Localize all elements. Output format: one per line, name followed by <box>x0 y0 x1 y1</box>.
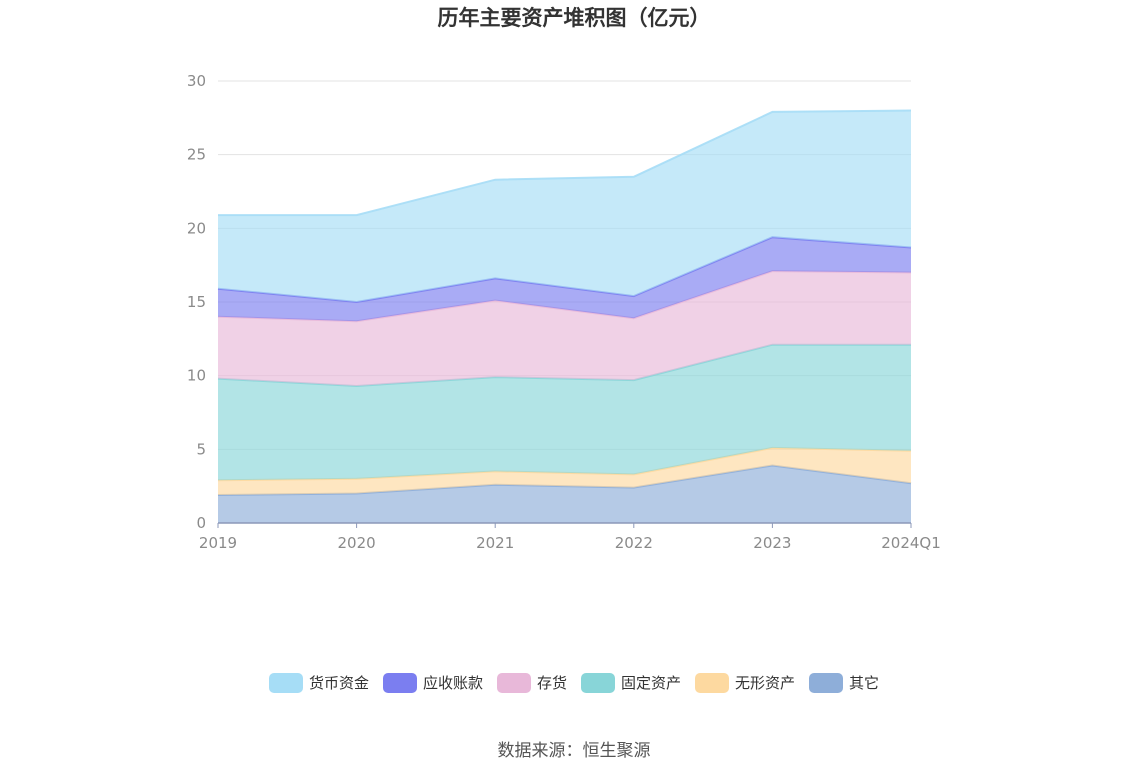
chart-title: 历年主要资产堆积图（亿元） <box>437 6 711 30</box>
y-tick-label: 10 <box>187 367 206 385</box>
area-4 <box>218 237 911 322</box>
y-tick-label: 25 <box>187 146 206 164</box>
legend-item[interactable]: 固定资产 <box>581 672 681 693</box>
area-0 <box>218 465 911 523</box>
legend-label: 其它 <box>849 674 880 692</box>
legend-swatch <box>382 672 417 693</box>
legend-item[interactable]: 货币资金 <box>268 672 369 693</box>
y-tick-label: 15 <box>187 293 206 311</box>
x-tick-label: 2024Q1 <box>881 534 941 552</box>
area-1 <box>218 447 911 495</box>
area-3 <box>218 271 911 386</box>
x-tick-label: 2021 <box>476 534 514 552</box>
x-tick-label: 2019 <box>199 534 237 552</box>
legend-item[interactable]: 存货 <box>496 672 567 693</box>
legend-item[interactable]: 其它 <box>809 672 879 693</box>
y-tick-label: 0 <box>196 514 206 532</box>
y-tick-label: 5 <box>196 440 206 458</box>
legend-swatch <box>809 672 844 693</box>
legend-item[interactable]: 应收账款 <box>382 672 483 693</box>
area-5 <box>218 110 911 302</box>
legend-swatch <box>581 672 615 693</box>
legend-label: 存货 <box>536 674 567 692</box>
axes: 0 5 10 15 20 25 30 2019 2020 2021 2022 2023 2024Q1 <box>187 72 941 552</box>
legend-label: 无形资产 <box>735 674 796 692</box>
y-tick-label: 20 <box>187 219 206 237</box>
legend-label: 固定资产 <box>621 674 682 692</box>
x-tick-label: 2020 <box>338 534 376 552</box>
legend-item[interactable]: 无形资产 <box>695 672 795 693</box>
legend-swatch <box>268 672 303 693</box>
legend: 货币资金 应收账款 存货 固定资产 无形资产 其它 <box>0 672 1148 693</box>
area-2 <box>218 344 911 481</box>
legend-label: 应收账款 <box>422 674 483 692</box>
area-series <box>217 109 912 523</box>
legend-swatch <box>496 672 531 693</box>
x-tick-label: 2023 <box>753 534 791 552</box>
legend-swatch <box>695 672 730 693</box>
x-tick-label: 2022 <box>615 534 653 552</box>
legend-label: 货币资金 <box>308 674 369 692</box>
source-note: 数据来源：恒生聚源 <box>497 741 651 761</box>
area-line-5 <box>218 109 912 217</box>
y-tick-label: 30 <box>187 72 206 90</box>
